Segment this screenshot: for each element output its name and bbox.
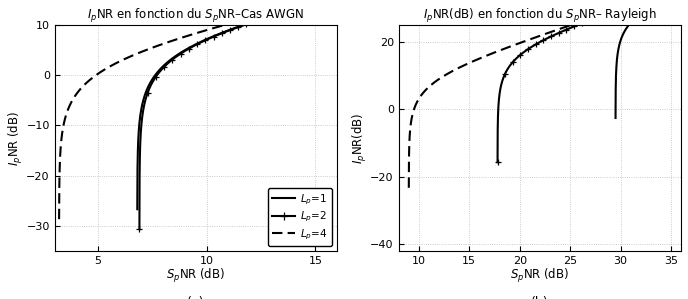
X-axis label: $S_p$NR (dB): $S_p$NR (dB): [510, 267, 570, 286]
X-axis label: $S_p$NR (dB): $S_p$NR (dB): [166, 267, 226, 286]
Y-axis label: $I_p$NR(dB): $I_p$NR(dB): [351, 112, 369, 164]
Legend: $L_p$=1, $L_p$=2, $L_p$=4: $L_p$=1, $L_p$=2, $L_p$=4: [268, 188, 332, 246]
Title: $I_p$NR en fonction du $S_p$NR–Cas AWGN: $I_p$NR en fonction du $S_p$NR–Cas AWGN: [87, 7, 304, 25]
Y-axis label: $I_p$NR (dB): $I_p$NR (dB): [7, 111, 25, 166]
Text: (a): (a): [187, 296, 204, 299]
Text: (b): (b): [531, 296, 549, 299]
Title: $I_p$NR(dB) en fonction du $S_p$NR– Rayleigh: $I_p$NR(dB) en fonction du $S_p$NR– Rayl…: [423, 7, 657, 25]
